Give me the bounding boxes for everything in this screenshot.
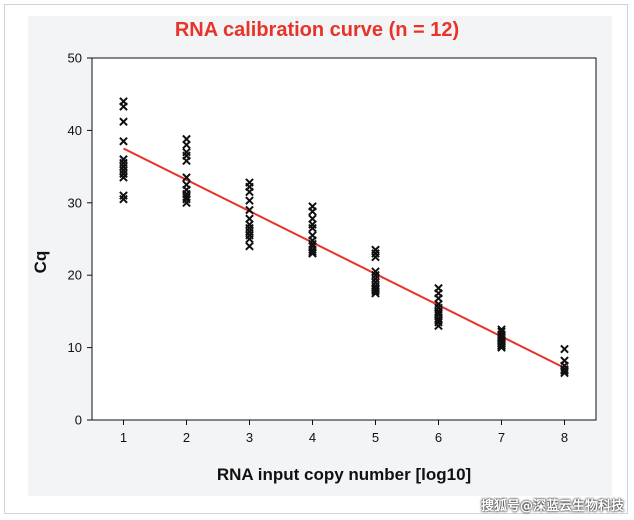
chart-title: RNA calibration curve (n = 12) [174,19,460,41]
x-axis-label: RNA input copy number [log10] [217,465,471,484]
data-point [497,343,506,352]
data-point [308,249,317,258]
data-point [245,234,254,244]
data-point [119,173,128,182]
data-point [308,207,317,216]
x-tick-label: 7 [498,430,505,445]
y-tick-label: 50 [68,51,82,66]
data-point [245,187,254,197]
y-axis-label: Cq [31,251,50,274]
data-point [371,288,380,298]
data-point [182,198,191,208]
watermark: 搜狐号@深蓝云生物科技 [480,499,624,514]
x-tick-label: 6 [435,430,442,445]
x-tick-label: 5 [372,430,379,445]
x-tick-label: 3 [246,430,253,445]
data-point [119,117,128,127]
y-tick-label: 20 [68,268,82,283]
plot-area [91,57,597,421]
x-tick-label: 2 [183,430,190,445]
data-point [371,252,380,262]
y-tick-label: 10 [68,340,82,355]
axis-ticks: 1 2 3 4 5 6 7 8 0 10 20 30 40 50 [68,51,569,446]
data-point [119,194,128,204]
data-point [245,205,254,215]
data-point [560,368,569,378]
data-point [182,156,191,166]
y-tick-label: 40 [68,123,82,138]
x-tick-label: 1 [120,430,127,445]
data-point [182,140,191,150]
data-point [119,102,128,111]
data-point [308,247,317,257]
data-point [245,241,254,251]
data-point [182,173,191,182]
data-point [119,136,128,146]
fit-line-group [123,147,565,369]
data-points [119,97,569,378]
x-tick-label: 8 [561,430,568,445]
data-point [308,223,317,233]
data-point [245,196,254,205]
data-point [560,344,569,354]
data-point [497,341,506,351]
fit-line [123,147,565,369]
data-point [560,366,569,376]
data-point [434,321,443,331]
x-tick-label: 4 [309,430,316,445]
data-point [371,286,380,296]
y-tick-label: 0 [75,413,82,428]
y-tick-label: 30 [68,195,82,210]
